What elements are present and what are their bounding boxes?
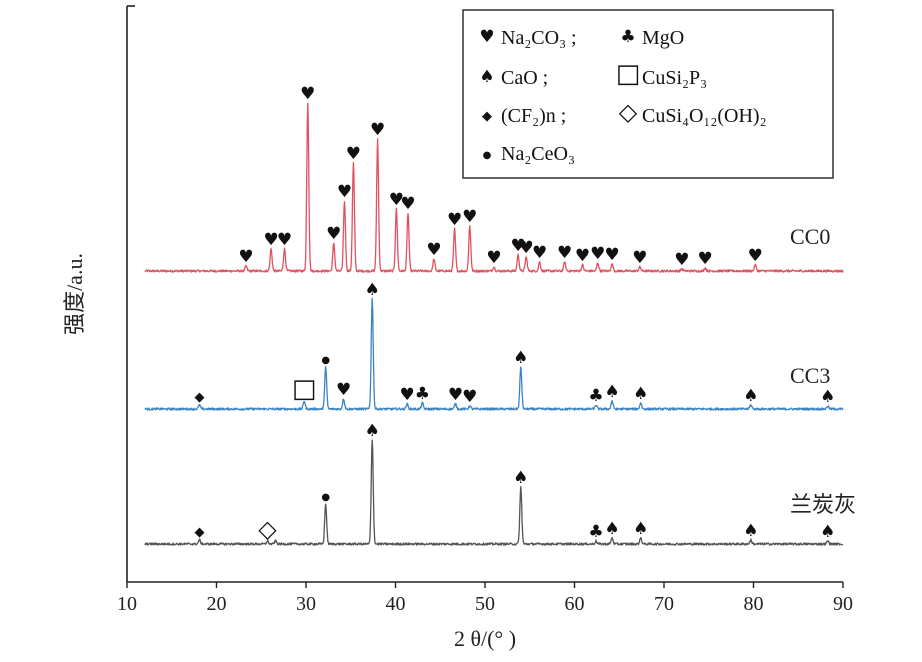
legend-entry-label: MgO bbox=[642, 27, 684, 49]
spade-icon: ♠ bbox=[604, 519, 619, 539]
heart-icon: ♥ bbox=[590, 244, 605, 264]
x-ticks: 10 20 30 40 50 60 70 80 90 bbox=[117, 582, 853, 615]
diamond-filled-icon: ◆ bbox=[482, 109, 492, 124]
heart-icon: ♥ bbox=[337, 182, 352, 202]
heart-icon: ♥ bbox=[263, 230, 278, 250]
heart-icon: ♥ bbox=[400, 385, 415, 405]
legend-entry-label: CuSi₂P₃ bbox=[642, 67, 707, 89]
spade-icon: ♠ bbox=[743, 521, 758, 541]
heart-icon: ♥ bbox=[336, 380, 351, 400]
heart-icon: ♥ bbox=[575, 246, 590, 266]
legend: ♥ Na₂CO₃ ; ♣ MgO ♠ CaO ; □ CuSi₂P₃ ◆ (CF₂)n ; ◇ CuS… bbox=[462, 9, 834, 179]
club-icon: ♣ bbox=[588, 386, 603, 406]
series-line-cc0 bbox=[144, 102, 844, 273]
x-tick-label: 70 bbox=[654, 593, 674, 615]
legend-entry-label: (CF₂)n ; bbox=[501, 105, 566, 127]
heart-icon: ♥ bbox=[389, 190, 404, 210]
spade-icon: ♠ bbox=[365, 280, 380, 300]
x-axis-label: 2 θ/(° ) bbox=[454, 626, 516, 651]
x-tick-label: 10 bbox=[117, 593, 137, 615]
diamond-outline-icon: ◇ bbox=[619, 98, 638, 126]
marker-layer: ♥♥♥♥♥♥♥♥♥♥♥♥ ♥♥♥♥♥ ♥ ♥ ♥ ♥ ♥ ♥ ♥ ♥◆ □●♥♠♥ ♣ ♥ ♥♠♣ ♠ ♠ ♠ ♠… bbox=[194, 84, 835, 543]
club-icon: ♣ bbox=[620, 27, 635, 47]
y-axis-label: 强度/a.u. bbox=[62, 253, 87, 335]
series-layer bbox=[144, 102, 844, 546]
spade-icon: ♠ bbox=[633, 384, 648, 404]
spade-icon: ♠ bbox=[513, 348, 528, 368]
series-line-cc3 bbox=[144, 297, 844, 411]
series-label: CC3 bbox=[790, 363, 830, 388]
heart-icon: ♥ bbox=[346, 144, 361, 164]
legend-entry-label: CaO ; bbox=[501, 67, 548, 89]
x-tick-label: 30 bbox=[296, 593, 316, 615]
heart-icon: ♥ bbox=[748, 246, 763, 266]
spade-icon: ♠ bbox=[743, 386, 758, 406]
series-labels: CC0 CC3 兰炭灰 bbox=[790, 224, 856, 517]
heart-icon: ♥ bbox=[632, 248, 647, 268]
heart-icon: ♥ bbox=[448, 385, 463, 405]
dot-icon: ● bbox=[321, 492, 330, 503]
spade-icon: ♠ bbox=[513, 468, 528, 488]
heart-icon: ♥ bbox=[277, 230, 292, 250]
spade-icon: ♠ bbox=[365, 421, 380, 441]
legend-entry-label: CuSi₄O₁₂(OH)₂ bbox=[642, 105, 767, 127]
dot-icon: ● bbox=[321, 355, 330, 366]
club-icon: ♣ bbox=[415, 384, 430, 404]
series-line-lantanhui bbox=[144, 439, 844, 546]
heart-icon: ♥ bbox=[462, 387, 477, 407]
diamond-filled-icon: ◆ bbox=[194, 525, 204, 540]
heart-icon: ♥ bbox=[698, 249, 713, 269]
series-label: 兰炭灰 bbox=[790, 492, 856, 517]
heart-icon: ♥ bbox=[674, 250, 689, 270]
x-tick-label: 80 bbox=[744, 593, 764, 615]
heart-icon: ♥ bbox=[532, 243, 547, 263]
x-tick-label: 50 bbox=[475, 593, 495, 615]
heart-icon: ♥ bbox=[462, 207, 477, 227]
heart-icon: ♥ bbox=[326, 224, 341, 244]
heart-icon: ♥ bbox=[519, 238, 534, 258]
club-icon: ♣ bbox=[588, 522, 603, 542]
square-outline-icon: □ bbox=[616, 59, 641, 89]
heart-icon: ♥ bbox=[479, 27, 494, 47]
legend-entry-label: Na₂CeO₃ bbox=[501, 143, 575, 165]
spade-icon: ♠ bbox=[820, 387, 835, 407]
heart-icon: ♥ bbox=[447, 210, 462, 230]
heart-icon: ♥ bbox=[426, 240, 441, 260]
heart-icon: ♥ bbox=[400, 194, 415, 214]
x-tick-label: 20 bbox=[207, 593, 227, 615]
series-label: CC0 bbox=[790, 224, 830, 249]
heart-icon: ♥ bbox=[238, 247, 253, 267]
heart-icon: ♥ bbox=[557, 243, 572, 263]
heart-icon: ♥ bbox=[370, 120, 385, 140]
spade-icon: ♠ bbox=[479, 67, 494, 87]
legend-entry-label: Na₂CO₃ ; bbox=[501, 27, 577, 49]
heart-icon: ♥ bbox=[510, 236, 525, 256]
spade-icon: ♠ bbox=[604, 382, 619, 402]
spade-icon: ♠ bbox=[820, 522, 835, 542]
heart-icon: ♥ bbox=[604, 245, 619, 265]
heart-icon: ♥ bbox=[300, 84, 315, 104]
spade-icon: ♠ bbox=[633, 519, 648, 539]
x-tick-label: 90 bbox=[833, 593, 853, 615]
x-tick-label: 60 bbox=[565, 593, 585, 615]
square-outline-icon: □ bbox=[292, 374, 317, 404]
legend-box bbox=[462, 9, 834, 179]
diamond-outline-icon: ◇ bbox=[258, 515, 277, 543]
diamond-filled-icon: ◆ bbox=[194, 390, 204, 405]
x-tick-label: 40 bbox=[386, 593, 406, 615]
heart-icon: ♥ bbox=[486, 248, 501, 268]
dot-icon: ● bbox=[483, 150, 492, 161]
